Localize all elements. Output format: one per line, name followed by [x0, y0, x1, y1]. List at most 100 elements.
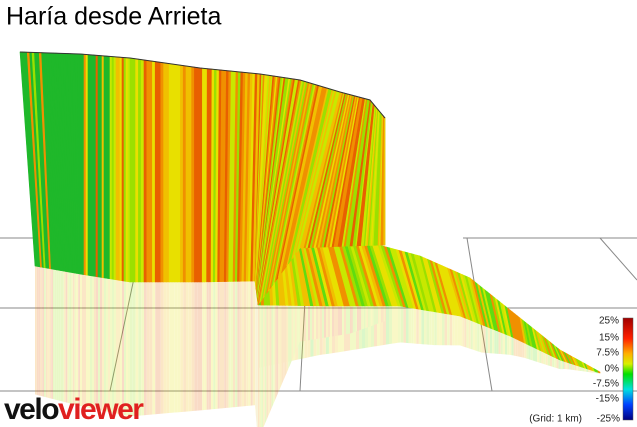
reflection-strip — [472, 321, 475, 351]
reflection-strip — [374, 306, 377, 347]
grid — [0, 237, 637, 392]
legend: 25% 15% 7.5% 0% -7.5% -15% -25% — [593, 316, 620, 425]
reflection-strip — [273, 282, 275, 405]
reflection-strip — [110, 278, 112, 413]
reflection-strip — [138, 282, 142, 416]
ribbon-strip — [129, 57, 134, 283]
reflection-strip — [58, 270, 61, 401]
ribbon-strip — [163, 62, 167, 283]
reflection-strip — [177, 282, 181, 413]
reflection-strip — [507, 334, 510, 355]
reflection-strip — [191, 282, 195, 412]
reflection-strip — [454, 315, 458, 346]
ribbon-strip — [138, 58, 142, 283]
legend-label: 15% — [599, 333, 619, 344]
reflection-strip — [228, 281, 231, 408]
reflection-strip — [158, 282, 161, 414]
reflection-strip — [511, 336, 514, 356]
reflection-strip — [100, 277, 102, 411]
ribbon-strip — [154, 61, 159, 283]
reflection-strip — [574, 364, 576, 371]
ribbon-strip — [135, 58, 139, 283]
reflection-strip — [554, 357, 557, 369]
reflection-strip — [395, 306, 398, 344]
reflection-strip — [80, 274, 82, 407]
reflection-strip — [155, 282, 158, 415]
ribbon-strip — [132, 58, 136, 283]
reflection-strip — [35, 266, 37, 395]
reflection-strip — [197, 282, 200, 411]
reflection-strip — [338, 306, 341, 353]
reflection-strip — [69, 272, 71, 404]
reflection-strip — [180, 282, 184, 413]
ribbon-strip — [171, 63, 176, 283]
ribbon-strip — [160, 62, 164, 283]
reflection-strip — [586, 368, 588, 372]
reflection-strip — [146, 282, 150, 415]
reflection-strip — [51, 268, 53, 400]
reflection-strip — [588, 369, 590, 373]
reflection-strip — [532, 346, 535, 362]
reflection-strip — [208, 281, 211, 410]
reflection-strip — [416, 308, 419, 344]
reflection-strip — [332, 306, 335, 354]
logo-first: velo — [4, 393, 59, 426]
reflection-strip — [269, 286, 272, 413]
ribbon-strip — [194, 66, 198, 283]
reflection-strip — [468, 319, 471, 349]
reflection-strip — [288, 305, 292, 362]
ribbon-strip — [177, 64, 181, 283]
reflection-strip — [204, 281, 207, 410]
reflection-strip — [82, 274, 84, 407]
reflection-strip — [460, 316, 463, 347]
reflection-strip — [392, 306, 395, 344]
ribbon-strip — [146, 60, 150, 283]
reflection-strip — [403, 306, 406, 343]
reflection-strip — [215, 281, 218, 409]
reflection-strip — [270, 305, 274, 366]
reflection-strip — [38, 266, 41, 396]
reflection-strip — [60, 270, 62, 402]
reflection-strip — [172, 282, 175, 413]
ribbon-strip — [182, 65, 187, 283]
reflection-strip — [457, 315, 460, 346]
reflection-strip — [56, 269, 59, 401]
reflection-strip — [118, 280, 120, 415]
legend-label: 7.5% — [596, 348, 619, 359]
reflection-strip — [492, 328, 495, 354]
reflection-strip — [319, 305, 323, 355]
reflection-strip — [528, 344, 531, 360]
reflection-strip — [509, 335, 512, 356]
ribbon-strip — [174, 64, 178, 283]
ribbon-strip — [191, 66, 195, 283]
reflection-strip — [584, 367, 587, 372]
ribbon-strip — [180, 64, 184, 283]
ribbon-strip — [157, 61, 162, 283]
legend-label: 0% — [605, 364, 620, 375]
reflection-strip — [547, 354, 550, 366]
reflection-strip — [152, 282, 156, 415]
reflection-strip — [371, 306, 374, 348]
reflection-strip — [545, 353, 548, 366]
reflection-strip — [368, 306, 371, 348]
reflection-strip — [444, 313, 448, 346]
reflection-strip — [166, 282, 170, 414]
reflection-strip — [539, 350, 542, 364]
reflection-strip — [483, 325, 486, 353]
ribbon-strip — [166, 62, 170, 283]
reflection-strip — [67, 271, 70, 404]
reflection-strip — [304, 305, 308, 359]
reflection-strip — [54, 269, 57, 400]
reflection-strip — [122, 280, 124, 416]
reflection-strip — [502, 333, 505, 355]
reflection-strip — [424, 310, 427, 345]
reflection-strip — [524, 342, 527, 359]
reflection-strip — [421, 309, 424, 345]
reflection-strip — [266, 291, 269, 421]
reflection-strip — [149, 282, 153, 415]
reflection-strip — [413, 308, 417, 344]
legend-label: -25% — [597, 414, 620, 425]
reflection-strip — [248, 281, 251, 406]
reflection-strip — [233, 281, 236, 408]
